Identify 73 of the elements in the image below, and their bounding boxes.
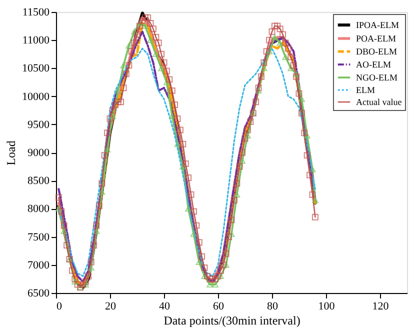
point bbox=[147, 37, 154, 43]
y-tick-label: 10000 bbox=[22, 90, 50, 103]
y-tick-label: 8500 bbox=[28, 175, 50, 188]
y-tick-label: 11000 bbox=[22, 34, 50, 47]
point bbox=[142, 23, 148, 29]
x-axis-title: Data points/(30min interval) bbox=[164, 314, 300, 328]
point bbox=[158, 65, 165, 72]
point bbox=[288, 65, 294, 72]
point bbox=[276, 40, 284, 46]
x-tick-label: 60 bbox=[213, 300, 224, 312]
point bbox=[126, 42, 132, 49]
x-tick-label: 20 bbox=[105, 300, 116, 312]
point bbox=[201, 273, 208, 280]
point bbox=[168, 113, 176, 119]
legend-label: NGO-ELM bbox=[356, 72, 398, 82]
legend-label: Actual value bbox=[356, 97, 402, 107]
point bbox=[239, 158, 246, 164]
point bbox=[174, 141, 181, 147]
point bbox=[72, 278, 78, 285]
legend-label: ELM bbox=[356, 85, 375, 95]
point bbox=[298, 96, 305, 102]
point bbox=[88, 264, 94, 271]
x-tick-label: 80 bbox=[267, 300, 278, 312]
y-tick-label: 7500 bbox=[28, 231, 50, 244]
x-tick-label: 0 bbox=[56, 300, 62, 312]
point bbox=[60, 228, 68, 234]
point bbox=[222, 262, 230, 268]
point bbox=[180, 164, 186, 170]
point bbox=[271, 34, 278, 40]
point bbox=[163, 79, 170, 86]
legend-label: IPOA-ELM bbox=[356, 20, 399, 30]
point bbox=[109, 113, 116, 119]
point bbox=[309, 166, 316, 172]
point bbox=[196, 259, 202, 265]
y-tick-label: 9000 bbox=[28, 147, 50, 159]
point bbox=[260, 65, 268, 72]
y-tick-label: 9500 bbox=[28, 118, 50, 131]
y-tick-label: 8000 bbox=[28, 203, 50, 216]
point bbox=[185, 206, 192, 212]
x-tick-label: 40 bbox=[159, 300, 170, 312]
y-tick-label: 11500 bbox=[22, 6, 50, 18]
point bbox=[206, 282, 214, 288]
point bbox=[293, 70, 300, 77]
y-tick-label: 10500 bbox=[22, 62, 50, 75]
point bbox=[190, 231, 197, 237]
point bbox=[152, 51, 160, 58]
point bbox=[93, 228, 100, 234]
point bbox=[104, 146, 111, 153]
legend-label: DBO-ELM bbox=[356, 46, 397, 56]
y-tick-label: 6500 bbox=[28, 288, 50, 300]
point bbox=[234, 192, 240, 198]
point bbox=[55, 206, 62, 212]
y-axis-title: Load bbox=[4, 140, 18, 166]
point bbox=[114, 88, 122, 94]
point bbox=[120, 62, 127, 68]
point bbox=[136, 20, 143, 26]
x-tick-label: 100 bbox=[318, 300, 336, 312]
point bbox=[228, 231, 235, 237]
point bbox=[212, 282, 219, 288]
legend-label: AO-ELM bbox=[356, 60, 391, 70]
y-tick-label: 7000 bbox=[28, 259, 50, 272]
legend-label: POA-ELM bbox=[356, 34, 396, 44]
point bbox=[304, 132, 310, 139]
point bbox=[131, 28, 138, 35]
point bbox=[82, 282, 89, 288]
point bbox=[282, 54, 289, 60]
point bbox=[98, 188, 106, 195]
point bbox=[312, 197, 318, 204]
point bbox=[266, 48, 273, 54]
x-tick-label: 120 bbox=[372, 300, 390, 312]
point bbox=[255, 88, 262, 94]
point bbox=[217, 273, 224, 280]
point bbox=[244, 132, 251, 139]
